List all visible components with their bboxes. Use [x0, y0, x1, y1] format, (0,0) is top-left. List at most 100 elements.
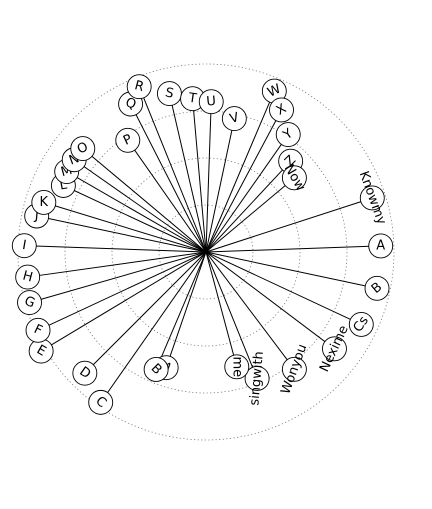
label-badge: U — [198, 89, 224, 115]
spoke-line — [127, 140, 207, 253]
label-badge: B — [364, 275, 390, 301]
badge-label: T — [187, 91, 198, 107]
spoke-line — [43, 201, 207, 253]
spoke-line — [205, 251, 295, 370]
spoke-line — [205, 134, 289, 253]
label-badge: Wonyou — [278, 342, 310, 396]
label-badge: A — [368, 233, 394, 259]
label-badge: C — [88, 389, 114, 415]
spoke-line — [192, 98, 207, 253]
badge-circle — [281, 356, 307, 382]
spoke-line — [205, 197, 373, 253]
spoke-line — [155, 251, 207, 370]
badge-circle — [143, 357, 169, 382]
label-badge: K — [31, 189, 57, 215]
label-badge: R — [126, 74, 152, 100]
badge-label: J — [33, 208, 39, 223]
grid-ring — [111, 157, 301, 347]
badge-circle — [88, 389, 114, 415]
label-badge: E — [28, 338, 54, 364]
badge-circle — [322, 336, 347, 362]
spoke-line — [100, 251, 207, 403]
spoke-line — [205, 251, 258, 379]
label-badge: S — [156, 81, 182, 107]
badge-circle — [348, 311, 374, 337]
badge-label: W — [265, 81, 283, 100]
spoke-line — [205, 251, 335, 350]
badge-circle — [224, 354, 250, 380]
badge-label: K — [40, 195, 49, 210]
badge-circle — [31, 189, 57, 215]
label-badge: P — [115, 127, 141, 153]
badge-label: U — [206, 94, 217, 110]
spoke-line — [205, 160, 292, 253]
label-badge: O — [70, 136, 96, 162]
spoke-line — [205, 177, 295, 253]
badge-circle — [126, 74, 152, 100]
label-badge: V — [221, 106, 247, 132]
spoke-line — [168, 93, 207, 253]
badge-label: R — [133, 78, 146, 95]
spoke-line — [205, 251, 378, 289]
badge-label: S — [164, 85, 175, 101]
spoke-line — [37, 251, 207, 331]
label-badge: G — [17, 290, 42, 316]
badge-circle — [281, 165, 307, 191]
badge-circle — [25, 317, 51, 343]
badge-circle — [364, 275, 390, 301]
badge-circle — [115, 127, 141, 153]
label-badge: Now — [281, 162, 308, 194]
badge-circle — [275, 122, 301, 148]
grid-ring — [17, 63, 395, 441]
badge-circle — [368, 233, 394, 259]
spoke-line — [205, 109, 282, 253]
label-badge: Knowmy — [356, 169, 389, 227]
spoke-line — [205, 245, 381, 253]
spoke-line — [73, 159, 207, 253]
grid-ring — [158, 204, 254, 300]
badge-label: me — [229, 357, 244, 378]
label-badge: Y — [275, 122, 301, 148]
label-badge: F — [25, 317, 51, 343]
spoke-line — [205, 251, 238, 367]
spoke-line — [27, 251, 207, 278]
badge-label: Q — [123, 95, 138, 113]
spoke-line — [63, 185, 207, 253]
spoke-line — [205, 90, 275, 253]
spoke-line — [205, 251, 362, 325]
spoke-line — [36, 215, 207, 253]
rings-layer — [17, 63, 395, 441]
badge-circle — [221, 106, 247, 132]
spoke-line — [205, 118, 235, 253]
badge-label: singwith — [247, 351, 267, 407]
badge-label: A — [376, 238, 385, 253]
spoke-line — [130, 103, 207, 253]
label-badge: B — [143, 357, 169, 382]
hub-point — [204, 250, 208, 254]
label-badge: Cs — [348, 311, 374, 337]
grid-ring — [64, 110, 348, 394]
badge-circle — [269, 97, 294, 123]
label-badge: I — [11, 233, 37, 259]
spoke-line — [165, 251, 207, 368]
spoke-line — [24, 245, 207, 253]
badge-circle — [70, 136, 96, 162]
label-badge: singwith — [244, 351, 270, 407]
badge-label: H — [21, 269, 34, 286]
badge-label: L — [59, 177, 69, 193]
badge-circle — [359, 185, 385, 211]
label-badge: H — [15, 264, 41, 290]
label-badge: me — [224, 354, 250, 380]
badge-label: V — [228, 110, 241, 127]
spoke-line — [84, 251, 207, 374]
spoke-line — [138, 86, 207, 253]
label-badge: D — [72, 360, 98, 386]
spoke-line — [82, 148, 207, 253]
badge-circle — [17, 290, 42, 316]
badge-circle — [15, 264, 41, 290]
label-badge: X — [269, 97, 294, 123]
spoke-line — [66, 171, 207, 253]
